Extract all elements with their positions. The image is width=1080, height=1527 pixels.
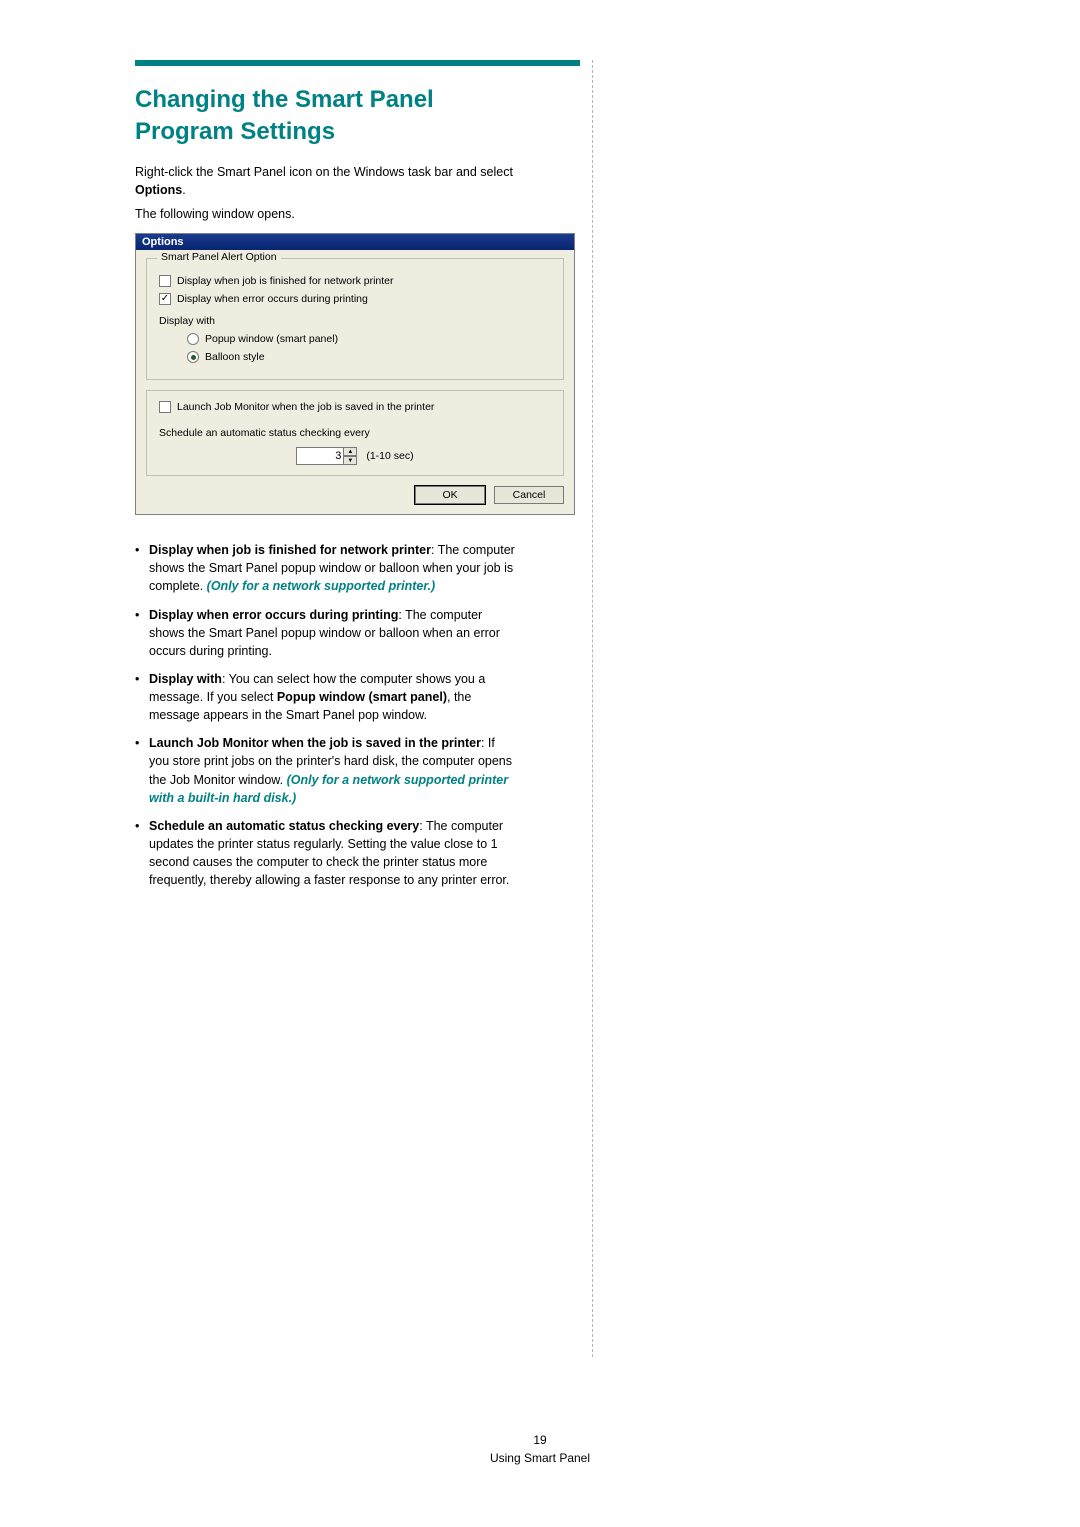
footer-section: Using Smart Panel <box>0 1451 1080 1465</box>
cb-label-error: Display when error occurs during printin… <box>177 293 368 305</box>
dialog-button-row: OK Cancel <box>146 486 564 504</box>
checkbox-error[interactable]: ✓ <box>159 293 171 305</box>
page-number: 19 <box>0 1433 1080 1447</box>
b5-bold: Schedule an automatic status checking ev… <box>149 819 419 833</box>
checkbox-finished[interactable] <box>159 275 171 287</box>
ok-button[interactable]: OK <box>415 486 485 504</box>
cb-row-error: ✓ Display when error occurs during print… <box>159 293 551 305</box>
interval-suffix: (1-10 sec) <box>366 450 413 462</box>
cb-label-jobmon: Launch Job Monitor when the job is saved… <box>177 401 434 413</box>
radio-row-balloon: Balloon style <box>187 351 551 363</box>
checkbox-jobmon[interactable] <box>159 401 171 413</box>
dialog-body: Smart Panel Alert Option Display when jo… <box>136 250 574 514</box>
radio-row-popup: Popup window (smart panel) <box>187 333 551 345</box>
options-dialog: Options Smart Panel Alert Option Display… <box>135 233 575 515</box>
dialog-titlebar: Options <box>136 234 574 250</box>
cb-row-jobmon: Launch Job Monitor when the job is saved… <box>159 401 551 413</box>
alert-option-fieldset: Smart Panel Alert Option Display when jo… <box>146 258 564 380</box>
section-rule <box>135 60 580 66</box>
stepper-buttons: ▲ ▼ <box>343 447 357 465</box>
list-item: Launch Job Monitor when the job is saved… <box>135 734 517 807</box>
list-item: Display when error occurs during printin… <box>135 606 517 660</box>
stepper-down[interactable]: ▼ <box>343 456 357 465</box>
intro-text-1: Right-click the Smart Panel icon on the … <box>135 165 513 179</box>
intro-paragraph-2: The following window opens. <box>135 205 517 223</box>
radio-label-balloon: Balloon style <box>205 351 265 363</box>
radio-dot-icon <box>191 355 196 360</box>
radio-label-popup: Popup window (smart panel) <box>205 333 338 345</box>
b2-bold: Display when error occurs during printin… <box>149 608 398 622</box>
interval-stepper: ▲ ▼ <box>296 447 357 465</box>
radio-balloon[interactable] <box>187 351 199 363</box>
schedule-label: Schedule an automatic status checking ev… <box>159 427 551 439</box>
page-footer: 19 Using Smart Panel <box>0 1433 1080 1465</box>
interval-input[interactable] <box>296 447 344 465</box>
intro-period: . <box>182 183 185 197</box>
stepper-up[interactable]: ▲ <box>343 447 357 456</box>
list-item: Display when job is finished for network… <box>135 541 517 595</box>
intro-options-bold: Options <box>135 183 182 197</box>
fieldset-legend: Smart Panel Alert Option <box>157 251 281 263</box>
intro-paragraph-1: Right-click the Smart Panel icon on the … <box>135 163 517 199</box>
page-heading: Changing the Smart Panel Program Setting… <box>135 84 517 149</box>
bullet-list: Display when job is finished for network… <box>135 541 517 889</box>
b3-bold1: Display with <box>149 672 222 686</box>
list-item: Display with: You can select how the com… <box>135 670 517 724</box>
cancel-button[interactable]: Cancel <box>494 486 564 504</box>
b1-italic: (Only for a network supported printer.) <box>207 579 436 593</box>
stepper-row: ▲ ▼ (1-10 sec) <box>159 447 551 465</box>
b1-bold: Display when job is finished for network… <box>149 543 431 557</box>
list-item: Schedule an automatic status checking ev… <box>135 817 517 890</box>
column-divider <box>592 60 593 1357</box>
display-with-label: Display with <box>159 315 551 327</box>
cb-label-finished: Display when job is finished for network… <box>177 275 394 287</box>
cb-row-finished: Display when job is finished for network… <box>159 275 551 287</box>
job-monitor-fieldset: Launch Job Monitor when the job is saved… <box>146 390 564 476</box>
radio-popup[interactable] <box>187 333 199 345</box>
b3-bold2: Popup window (smart panel) <box>277 690 447 704</box>
b4-bold: Launch Job Monitor when the job is saved… <box>149 736 481 750</box>
